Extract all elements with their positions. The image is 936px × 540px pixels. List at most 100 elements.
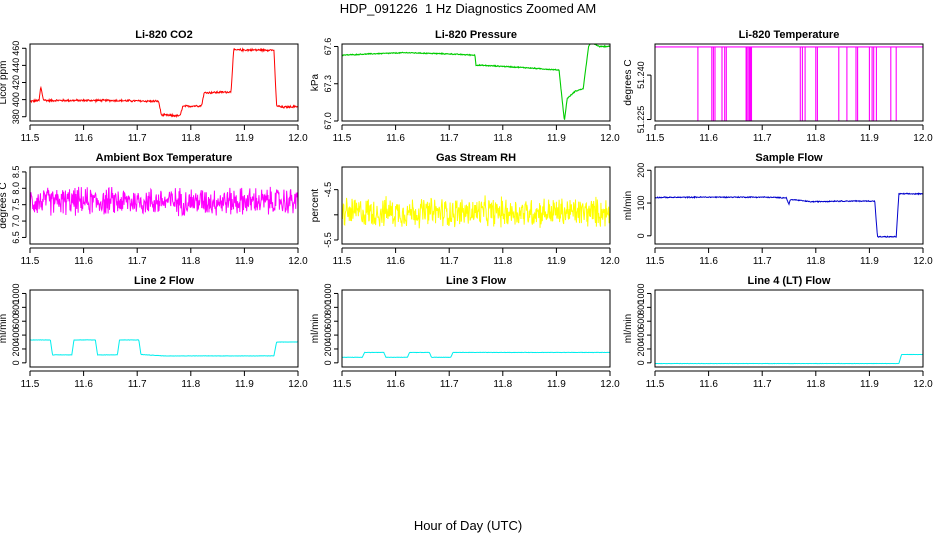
y-axis-label: ml/min	[623, 191, 634, 220]
x-tick-label: 12.0	[288, 379, 308, 390]
panel-title: Li-820 Temperature	[739, 29, 840, 41]
y-tick-label: 600	[323, 314, 333, 329]
y-tick-label: 0	[636, 233, 646, 238]
x-tick-label: 11.9	[235, 379, 254, 390]
panel-title: Line 3 Flow	[446, 275, 506, 287]
series-line-2-flow	[30, 339, 298, 357]
series-line-3-flow	[342, 351, 610, 359]
panel-title: Li-820 Pressure	[435, 29, 517, 41]
y-axis-label: percent	[310, 189, 321, 223]
y-tick-label: 0	[636, 360, 646, 365]
x-tick-label: 11.7	[440, 379, 459, 390]
panel-title: Line 2 Flow	[134, 275, 194, 287]
y-tick-label: 400	[323, 328, 333, 343]
y-axis-label: ml/min	[0, 314, 9, 343]
y-tick-label: 0	[11, 360, 21, 365]
x-tick-label: 11.5	[646, 256, 665, 267]
series-trace-group	[30, 339, 298, 357]
panel-line-2-flow: Line 2 Flow ml/min 11.5 11.6 11.7 11.8 11.9 12.…	[0, 275, 308, 390]
x-tick-label: 11.7	[440, 256, 459, 267]
y-tick-label: 1000	[636, 283, 646, 303]
y-axis-label: Licor ppm	[0, 61, 9, 105]
plot-frame	[654, 43, 924, 122]
series-trace-group	[655, 192, 923, 238]
panel-li-820-temperature: Li-820 Temperature degrees C 11.5 11.6 11.7 1…	[623, 29, 933, 144]
panel-title: Li-820 CO2	[135, 29, 192, 41]
x-tick-label: 11.6	[699, 133, 718, 144]
y-tick-label: 51.240	[636, 61, 646, 89]
panel-line-4-lt-flow: Line 4 (LT) Flow ml/min 11.5 11.6 11.7 11.8 11…	[623, 275, 933, 390]
x-tick-label: 11.5	[21, 379, 40, 390]
x-tick-label: 11.6	[74, 256, 93, 267]
x-tick-label: 11.9	[547, 133, 566, 144]
y-tick-label: 100	[636, 196, 646, 211]
y-tick-label: 460	[11, 41, 21, 56]
y-tick-label: 400	[11, 328, 21, 343]
x-tick-label: 11.6	[386, 133, 405, 144]
x-tick-label: 11.9	[860, 133, 879, 144]
x-tick-label: 11.5	[333, 133, 352, 144]
x-tick-label: 11.8	[181, 379, 200, 390]
x-axis-label: Hour of Day (UTC)	[413, 518, 523, 533]
plot-frame	[654, 289, 924, 368]
x-tick-label: 12.0	[288, 256, 308, 267]
x-tick-label: 11.7	[753, 256, 772, 267]
series-li-820-co2	[30, 47, 298, 119]
x-tick-label: 11.5	[646, 133, 665, 144]
panel-title: Line 4 (LT) Flow	[748, 275, 831, 287]
series-trace-group	[342, 351, 610, 359]
x-tick-label: 11.6	[74, 379, 93, 390]
series-sample-flow	[655, 192, 923, 238]
x-tick-label: 11.9	[235, 133, 254, 144]
y-tick-label: 6.5	[11, 231, 21, 244]
y-tick-label: 600	[11, 314, 21, 329]
x-tick-label: 11.5	[646, 379, 665, 390]
x-tick-label: 11.6	[74, 133, 93, 144]
series-trace-group	[655, 46, 923, 121]
x-tick-label: 11.8	[806, 256, 825, 267]
y-tick-label: 0	[323, 360, 333, 365]
y-tick-label: 67.6	[323, 38, 333, 56]
x-tick-label: 11.5	[333, 379, 352, 390]
x-tick-label: 11.5	[333, 256, 352, 267]
x-tick-label: 11.7	[753, 133, 772, 144]
y-tick-label: 8.5	[11, 166, 21, 179]
page-title: HDP_091226 1 Hz Diagnostics Zoomed AM	[339, 1, 597, 16]
x-tick-label: 11.7	[440, 133, 459, 144]
y-tick-label: 8.0	[11, 182, 21, 195]
x-tick-label: 11.8	[493, 379, 512, 390]
x-tick-label: 12.0	[600, 133, 620, 144]
x-tick-label: 11.5	[21, 133, 40, 144]
panel-title: Sample Flow	[755, 152, 823, 164]
x-tick-label: 11.6	[386, 256, 405, 267]
y-tick-label: 400	[11, 92, 21, 107]
y-tick-label: 380	[11, 109, 21, 124]
y-axis-label: ml/min	[623, 314, 634, 343]
x-tick-label: 12.0	[913, 133, 933, 144]
y-tick-label: -5.5	[323, 232, 333, 248]
x-tick-label: 12.0	[288, 133, 308, 144]
plot-frame	[341, 289, 611, 368]
plot-frame	[29, 166, 299, 245]
y-tick-label: 800	[323, 300, 333, 315]
y-tick-label: 7.5	[11, 198, 21, 211]
y-tick-label: 67.0	[323, 112, 333, 130]
series-ambient-box-temperature	[30, 186, 298, 217]
y-tick-label: 440	[11, 58, 21, 73]
x-tick-label: 11.8	[181, 256, 200, 267]
y-tick-label: 7.0	[11, 215, 21, 228]
x-tick-label: 11.7	[128, 379, 147, 390]
x-tick-label: 11.6	[699, 256, 718, 267]
x-tick-label: 11.6	[699, 379, 718, 390]
x-tick-label: 11.6	[386, 379, 405, 390]
panel-gas-stream-rh: Gas Stream RH percent 11.5 11.6 11.7 11.8 11.9…	[310, 152, 620, 267]
x-tick-label: 11.7	[128, 133, 147, 144]
x-tick-label: 11.7	[753, 379, 772, 390]
panel-line-3-flow: Line 3 Flow ml/min 11.5 11.6 11.7 11.8 11.9 12.…	[310, 275, 620, 390]
series-trace-group	[655, 353, 923, 365]
y-tick-label: 200	[11, 341, 21, 356]
series-line-4-lt-flow	[655, 353, 923, 365]
y-tick-label: 1000	[11, 283, 21, 303]
y-axis-label: kPa	[310, 73, 321, 91]
x-tick-label: 12.0	[913, 379, 933, 390]
